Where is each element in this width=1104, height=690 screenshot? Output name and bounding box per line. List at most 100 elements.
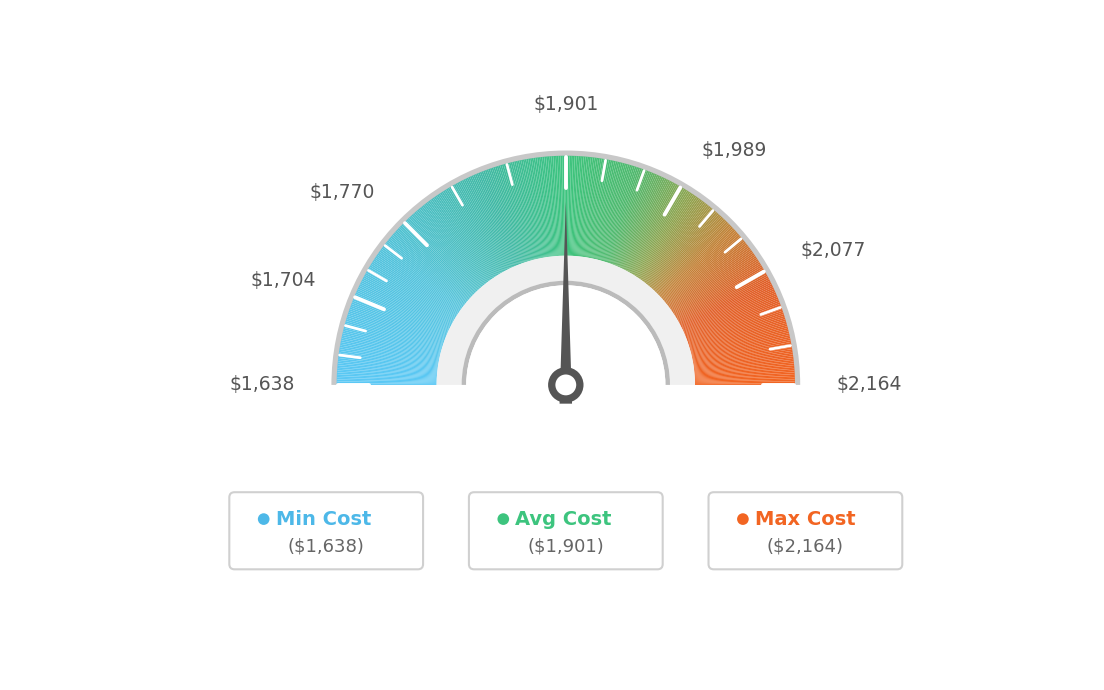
Wedge shape: [644, 203, 707, 283]
Wedge shape: [606, 167, 638, 262]
Wedge shape: [544, 157, 554, 256]
Wedge shape: [660, 228, 734, 297]
Wedge shape: [418, 208, 484, 286]
Wedge shape: [651, 213, 719, 288]
Wedge shape: [351, 304, 445, 340]
Wedge shape: [341, 337, 439, 359]
Wedge shape: [666, 239, 743, 304]
Wedge shape: [689, 316, 785, 347]
Wedge shape: [365, 271, 454, 322]
Wedge shape: [693, 344, 792, 363]
Wedge shape: [506, 164, 533, 260]
Wedge shape: [380, 250, 461, 310]
Wedge shape: [636, 193, 691, 277]
Wedge shape: [458, 181, 507, 270]
Wedge shape: [570, 156, 575, 256]
Wedge shape: [619, 177, 664, 268]
Wedge shape: [417, 210, 482, 286]
Wedge shape: [344, 323, 442, 351]
Wedge shape: [406, 219, 477, 292]
Wedge shape: [694, 367, 795, 376]
Wedge shape: [434, 197, 492, 279]
Wedge shape: [634, 190, 689, 276]
Wedge shape: [603, 166, 634, 262]
Wedge shape: [684, 294, 777, 335]
Wedge shape: [687, 306, 782, 341]
Wedge shape: [391, 236, 468, 302]
Wedge shape: [546, 157, 555, 256]
Wedge shape: [331, 150, 800, 385]
Wedge shape: [694, 362, 794, 373]
Wedge shape: [614, 172, 654, 266]
Wedge shape: [338, 358, 437, 371]
Circle shape: [555, 375, 576, 395]
Wedge shape: [420, 207, 485, 286]
Wedge shape: [659, 226, 732, 296]
Wedge shape: [343, 326, 440, 353]
Wedge shape: [454, 184, 503, 272]
Wedge shape: [684, 295, 777, 335]
Wedge shape: [446, 188, 499, 275]
Wedge shape: [535, 157, 550, 257]
Wedge shape: [629, 185, 679, 273]
Wedge shape: [337, 383, 436, 385]
Wedge shape: [694, 359, 794, 372]
Wedge shape: [686, 297, 778, 337]
Wedge shape: [480, 172, 518, 265]
Wedge shape: [389, 239, 466, 304]
Wedge shape: [599, 164, 628, 261]
Wedge shape: [559, 156, 563, 256]
Wedge shape: [615, 173, 655, 266]
Wedge shape: [455, 184, 505, 272]
Wedge shape: [649, 210, 714, 286]
Wedge shape: [443, 190, 498, 276]
Wedge shape: [561, 156, 564, 256]
Wedge shape: [357, 289, 448, 332]
Wedge shape: [481, 171, 519, 265]
Wedge shape: [694, 371, 795, 378]
Wedge shape: [597, 162, 623, 260]
Wedge shape: [460, 181, 507, 270]
Wedge shape: [427, 201, 488, 282]
Wedge shape: [690, 324, 787, 352]
Wedge shape: [510, 162, 535, 259]
Circle shape: [548, 367, 584, 403]
Wedge shape: [393, 233, 469, 300]
Wedge shape: [572, 156, 578, 256]
Wedge shape: [681, 281, 771, 327]
Wedge shape: [337, 373, 437, 379]
Wedge shape: [537, 157, 551, 257]
Wedge shape: [694, 364, 794, 374]
Wedge shape: [665, 237, 742, 303]
Wedge shape: [548, 157, 556, 256]
Wedge shape: [652, 214, 720, 289]
Wedge shape: [372, 261, 457, 316]
Circle shape: [737, 513, 749, 525]
Wedge shape: [337, 377, 437, 382]
Wedge shape: [655, 218, 724, 291]
Wedge shape: [519, 160, 541, 259]
Wedge shape: [657, 221, 728, 293]
Wedge shape: [339, 347, 438, 365]
Wedge shape: [584, 158, 599, 257]
Wedge shape: [664, 236, 741, 302]
Wedge shape: [596, 162, 622, 259]
Wedge shape: [611, 170, 647, 264]
Wedge shape: [626, 182, 675, 271]
Text: $1,989: $1,989: [702, 141, 767, 160]
Wedge shape: [337, 380, 437, 383]
Wedge shape: [618, 175, 660, 267]
Wedge shape: [467, 177, 511, 268]
Wedge shape: [487, 169, 522, 264]
Text: $1,901: $1,901: [533, 95, 598, 114]
Wedge shape: [493, 167, 526, 262]
Wedge shape: [363, 276, 453, 324]
Wedge shape: [693, 351, 793, 366]
Wedge shape: [667, 243, 747, 306]
Wedge shape: [688, 313, 784, 345]
Wedge shape: [397, 228, 471, 297]
Wedge shape: [667, 241, 746, 305]
Wedge shape: [457, 182, 506, 271]
Wedge shape: [414, 212, 481, 288]
Wedge shape: [638, 195, 697, 279]
